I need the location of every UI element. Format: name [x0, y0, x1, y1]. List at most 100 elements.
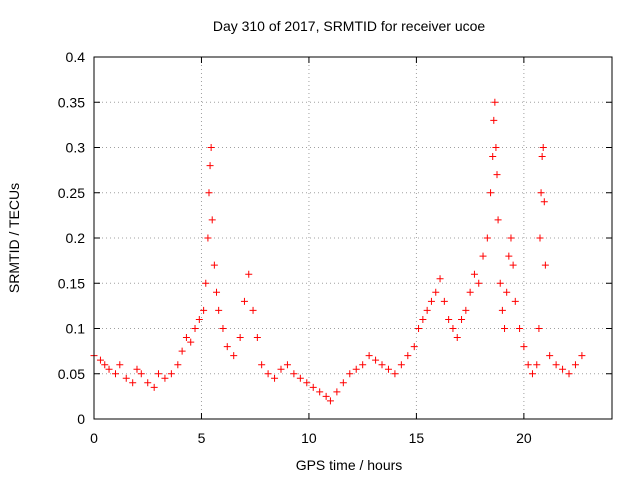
data-point: [359, 361, 367, 369]
data-point: [352, 365, 360, 373]
data-point: [191, 325, 199, 332]
data-point: [445, 315, 453, 323]
data-point: [493, 171, 501, 179]
y-tick-label: 0.3: [66, 140, 86, 156]
data-point: [253, 334, 261, 342]
data-point: [204, 234, 212, 242]
data-point: [213, 288, 221, 296]
data-point: [202, 279, 210, 287]
data-point: [200, 306, 208, 314]
data-point: [507, 234, 515, 242]
data-point: [410, 343, 418, 351]
data-point: [494, 216, 502, 224]
data-point: [249, 306, 257, 314]
data-point: [178, 347, 186, 355]
y-axis-label: SRMTID / TECUs: [6, 183, 22, 293]
data-point: [503, 288, 511, 296]
data-point: [101, 361, 109, 369]
data-point: [154, 370, 162, 378]
data-point: [105, 365, 113, 373]
x-tick-label: 0: [90, 430, 98, 446]
data-point: [538, 153, 546, 161]
data-point: [489, 153, 497, 161]
data-point: [397, 361, 405, 369]
data-point: [436, 275, 444, 283]
data-point: [264, 370, 272, 378]
data-point: [466, 288, 474, 296]
data-point: [207, 144, 215, 151]
y-tick-label: 0.2: [66, 230, 86, 246]
data-point: [498, 306, 506, 314]
data-point: [296, 374, 304, 382]
data-point: [283, 361, 291, 369]
data-point: [559, 365, 567, 373]
data-point: [565, 370, 573, 378]
data-point: [501, 325, 509, 332]
data-point: [537, 189, 545, 197]
data-point: [182, 334, 190, 342]
data-point: [133, 365, 141, 373]
y-tick-label: 0.05: [58, 366, 85, 382]
data-point: [462, 306, 470, 314]
data-point: [236, 334, 244, 342]
data-point: [516, 325, 524, 332]
data-point: [372, 356, 380, 364]
data-point: [571, 361, 579, 369]
data-point: [475, 279, 483, 287]
data-point: [309, 383, 317, 391]
data-point: [528, 370, 536, 378]
x-tick-label: 15: [409, 430, 425, 446]
data-point: [423, 306, 431, 314]
data-point: [111, 370, 119, 378]
data-point: [333, 388, 341, 396]
data-points: [90, 98, 586, 405]
data-point: [419, 315, 427, 323]
data-point: [230, 352, 238, 360]
x-tick-label: 20: [516, 430, 532, 446]
data-point: [326, 397, 334, 405]
data-point: [540, 198, 548, 206]
y-tick-label: 0.25: [58, 185, 85, 201]
data-point: [116, 361, 124, 369]
data-point: [245, 270, 253, 278]
data-point: [491, 98, 499, 106]
data-point: [346, 370, 354, 378]
data-point: [378, 361, 386, 369]
data-point: [432, 288, 440, 296]
data-point: [206, 162, 214, 170]
data-point: [384, 365, 392, 373]
y-tick-label: 0.4: [66, 49, 86, 65]
data-point: [470, 270, 478, 278]
data-point: [505, 252, 513, 260]
data-point: [219, 325, 227, 332]
data-point: [578, 352, 586, 360]
data-point: [536, 234, 544, 242]
plot-frame: [93, 56, 613, 420]
data-point: [290, 370, 298, 378]
data-point: [487, 189, 495, 197]
data-point: [391, 370, 399, 378]
x-tick-label: 5: [198, 430, 206, 446]
data-point: [240, 297, 248, 305]
data-point: [316, 388, 324, 396]
data-point: [271, 374, 279, 382]
data-point: [509, 261, 517, 269]
data-point: [167, 370, 175, 378]
y-tick-label: 0.1: [66, 321, 86, 337]
data-point: [339, 379, 347, 387]
data-point: [490, 116, 498, 124]
data-point: [552, 361, 560, 369]
data-point: [195, 315, 203, 323]
data-point: [479, 252, 487, 260]
data-point: [322, 392, 330, 400]
axis-ticks: 0 0.05 0.1 0.15 0.2 0.25 0.3 0.35 0.4 0 5 10 15 20: [58, 49, 612, 446]
data-point: [96, 356, 104, 364]
data-point: [483, 234, 491, 242]
data-point: [541, 261, 549, 269]
data-point: [129, 379, 137, 387]
data-point: [496, 279, 504, 287]
data-point: [524, 361, 532, 369]
data-point: [458, 315, 466, 323]
data-point: [449, 325, 457, 332]
